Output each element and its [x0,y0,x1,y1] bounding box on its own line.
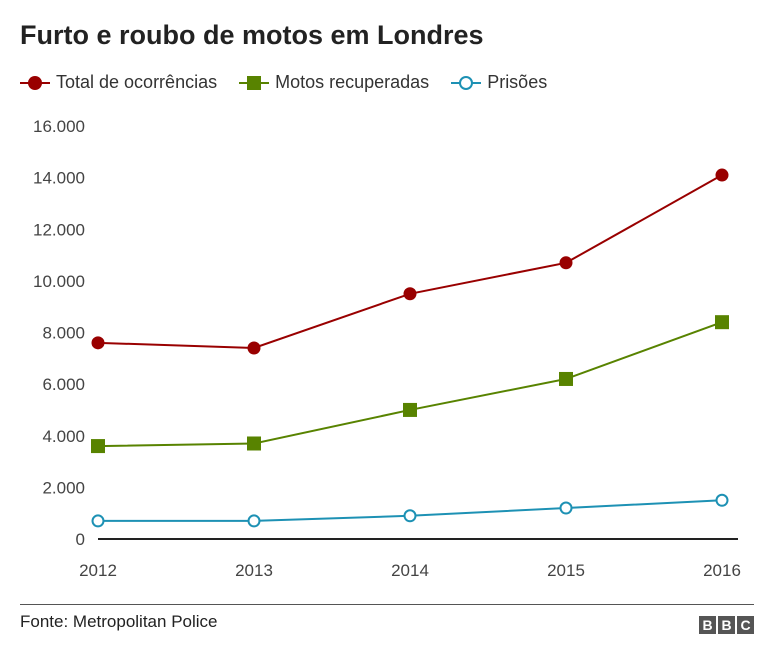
data-point [91,514,105,528]
legend-label: Motos recuperadas [275,72,430,92]
divider [20,604,754,605]
data-point [403,509,417,523]
legend-item-prisoes: Prisões [451,72,547,93]
data-point [91,439,105,454]
data-point [247,341,261,355]
series-line [97,321,723,448]
legend-marker-open-circle-icon [451,75,482,90]
legend-label: Prisões [487,72,548,92]
legend-label: Total de ocorrências [56,72,218,92]
y-tick-label: 2.000 [42,478,85,497]
x-tick-label: 2015 [547,561,585,580]
x-tick-label: 2016 [703,561,741,580]
data-point [247,514,261,528]
y-tick-label: 8.000 [42,324,85,343]
legend-item-recuperadas: Motos recuperadas [239,72,429,93]
y-tick-label: 14.000 [33,169,85,188]
legend: Total de ocorrências Motos recuperadas P… [20,72,547,93]
y-tick-label: 16.000 [33,117,85,136]
line-chart: 0 2.000 4.000 6.000 8.000 10.000 12.000 14.000 1… [33,117,741,580]
legend-marker-circle-icon [20,75,50,90]
legend-item-total: Total de ocorrências [20,72,217,93]
data-point [559,256,573,270]
data-point [559,371,573,386]
y-tick-label: 12.000 [33,220,85,239]
data-point [247,436,261,451]
chart-title: Furto e roubo de motos em Londres [20,20,484,50]
source-note: Fonte: Metropolitan Police [20,612,218,631]
x-tick-label: 2012 [79,561,117,580]
legend-marker-square-icon [239,75,270,90]
x-tick-label: 2014 [391,561,429,580]
y-tick-label: 0 [76,530,85,549]
series-line [97,174,723,349]
data-point [403,402,417,417]
y-tick-label: 6.000 [42,375,85,394]
data-point [91,336,105,350]
y-tick-label: 10.000 [33,272,85,291]
y-tick-label: 4.000 [42,427,85,446]
x-tick-label: 2013 [235,561,273,580]
data-point [715,493,729,507]
data-point [715,168,729,182]
data-point [715,315,729,330]
data-point [559,501,573,515]
data-point [403,287,417,301]
